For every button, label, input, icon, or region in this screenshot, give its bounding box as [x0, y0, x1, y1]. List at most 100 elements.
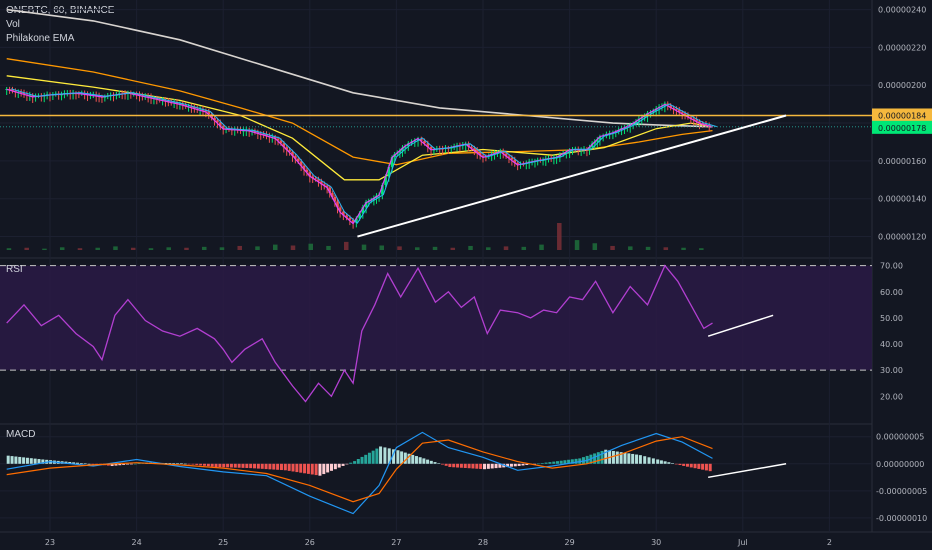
- candle-body: [669, 105, 672, 108]
- price-tick-label: 0.00000160: [878, 157, 926, 166]
- candle-body: [328, 187, 332, 193]
- candle-body: [369, 200, 373, 202]
- candle-body: [348, 217, 352, 220]
- macd-histogram-bar: [643, 456, 647, 464]
- volume-bar: [521, 246, 527, 250]
- time-tick-label: 30: [651, 538, 661, 547]
- moving-average-line: [6, 8, 713, 128]
- macd-histogram-bar: [619, 452, 623, 464]
- candle-body: [631, 123, 635, 125]
- macd-tick-label: -0.00000010: [876, 514, 927, 523]
- macd-histogram-bar: [37, 459, 41, 464]
- volume-bar: [681, 247, 686, 250]
- macd-histogram-bar: [467, 463, 471, 469]
- macd-histogram-bar: [456, 463, 460, 468]
- macd-histogram-bar: [400, 451, 404, 464]
- candle-body: [677, 109, 681, 113]
- volume-bar: [6, 248, 12, 250]
- candle-body: [351, 219, 355, 223]
- macd-histogram-bar: [291, 463, 295, 472]
- volume-bar: [24, 247, 29, 250]
- volume-bar: [468, 245, 473, 250]
- macd-histogram-bar: [414, 456, 418, 464]
- macd-histogram-bar: [33, 458, 37, 464]
- macd-histogram-bar: [306, 463, 310, 474]
- macd-histogram-bar: [10, 456, 14, 464]
- candle-body: [342, 211, 345, 216]
- resistance-price-badge: [872, 108, 932, 122]
- macd-histogram-bar: [509, 463, 513, 467]
- macd-histogram-bar: [627, 453, 631, 464]
- candle-body: [652, 111, 655, 113]
- symbol-title[interactable]: ONEBTC, 60, BINANCE: [6, 5, 115, 16]
- candle-body: [695, 119, 698, 122]
- candle-body: [358, 213, 361, 219]
- macd-histogram-bar: [659, 460, 663, 464]
- rsi-tick-label: 40.00: [880, 340, 903, 349]
- candle-body: [390, 157, 394, 167]
- candle-body: [672, 107, 675, 109]
- macd-histogram-bar: [6, 455, 10, 464]
- time-tick-label: 27: [391, 538, 401, 547]
- candle-body: [190, 106, 193, 108]
- macd-histogram-bar: [663, 461, 667, 464]
- candle-body: [683, 113, 687, 115]
- volume-bar: [574, 240, 580, 250]
- volume-bar: [59, 247, 65, 250]
- macd-histogram-bar: [498, 463, 502, 468]
- macd-histogram-bar: [341, 463, 345, 466]
- candle-body: [299, 161, 303, 166]
- macd-histogram-bar: [403, 452, 407, 464]
- volume-bar: [326, 245, 331, 250]
- volume-bar: [148, 248, 154, 250]
- macd-histogram-bar: [437, 463, 441, 464]
- macd-histogram-bar: [448, 463, 452, 468]
- candle-body: [201, 109, 205, 111]
- macd-histogram-bar: [29, 458, 33, 464]
- macd-histogram-bar: [570, 459, 574, 464]
- candle-body: [146, 96, 150, 98]
- macd-histogram-bar: [682, 463, 686, 466]
- macd-histogram-bar: [418, 457, 422, 464]
- candle-body: [8, 89, 11, 91]
- ema-legend[interactable]: Philakone EMA: [6, 33, 75, 44]
- volume-legend[interactable]: Vol: [6, 19, 20, 30]
- macd-histogram-bar: [264, 463, 268, 470]
- candle-body: [478, 152, 482, 156]
- macd-histogram-bar: [486, 463, 490, 469]
- macd-tick-label: 0.00000000: [876, 460, 924, 469]
- volume-bar: [42, 248, 47, 250]
- macd-histogram-bar: [611, 450, 615, 464]
- macd-histogram-bar: [396, 450, 400, 464]
- macd-histogram-bar: [513, 463, 517, 467]
- volume-bar: [361, 244, 367, 250]
- candle-body: [308, 172, 312, 177]
- macd-histogram-bar: [375, 448, 379, 464]
- rsi-line: [6, 264, 713, 403]
- candle-body: [481, 155, 485, 157]
- rsi-tick-label: 70.00: [880, 262, 903, 271]
- volume-bar: [344, 241, 349, 250]
- time-tick-label: 24: [132, 538, 142, 547]
- candle-body: [501, 150, 505, 154]
- macd-histogram-bar: [471, 463, 475, 469]
- candle-body: [643, 116, 646, 118]
- candle-body: [504, 153, 508, 157]
- candle-body: [345, 215, 348, 218]
- macd-histogram-bar: [218, 463, 222, 468]
- macd-histogram-bar: [25, 457, 29, 464]
- candle-body: [325, 185, 329, 188]
- macd-histogram-bar: [322, 463, 326, 475]
- macd-histogram-bar: [426, 459, 430, 464]
- macd-histogram-bar: [440, 463, 444, 465]
- macd-histogram-bar: [295, 463, 299, 473]
- candle-body: [598, 136, 602, 140]
- macd-histogram-bar: [326, 463, 330, 473]
- volume-bar: [432, 246, 438, 250]
- volume-bar: [397, 246, 402, 250]
- macd-histogram-bar: [287, 463, 291, 471]
- macd-histogram-bar: [68, 461, 72, 464]
- macd-histogram-bar: [521, 463, 525, 466]
- last-price-label: 0.00000178: [878, 124, 926, 133]
